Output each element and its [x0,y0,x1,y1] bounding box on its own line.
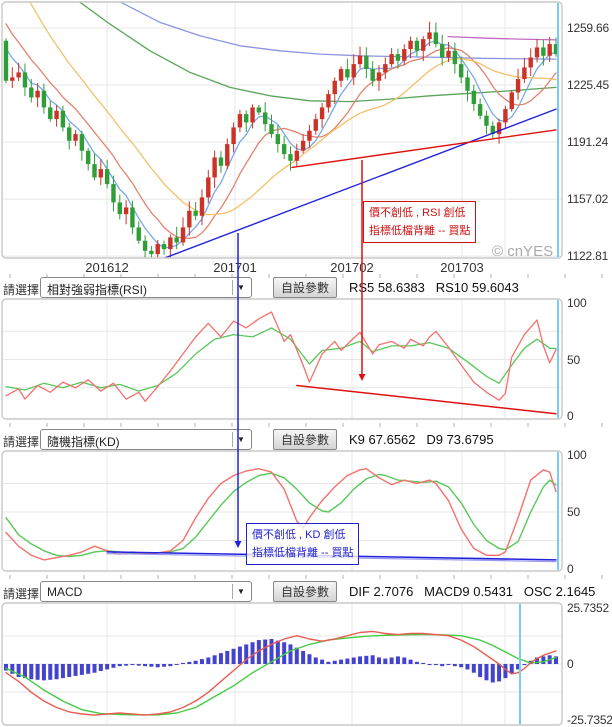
time-axis-label: 201703 [440,260,484,275]
macd-axis-label: 25.7352 [567,601,609,615]
macd-stats: DIF 2.7076 MACD9 0.5431 OSC 2.1645 [349,584,596,599]
macd-selector-row: 請選擇 MACD ▼ 自設參數 DIF 2.7076 MACD9 0.5431 … [0,581,612,603]
rsi-indicator-dropdown[interactable]: 相對強弱指標(RSI) ▼ [40,277,252,298]
main-chart-border [1,1,563,259]
indicator-select-label: 請選擇 [3,587,40,601]
kd-axis-label: 50 [567,505,580,519]
chevron-down-icon[interactable]: ▼ [232,432,249,447]
tick-strip [9,423,603,427]
kd-divergence-note: 價不創低 , KD 創低 指標低檔背離 -- 買點 [246,523,360,565]
macd-axis-label: 0 [567,657,574,671]
tick-strip [9,575,603,579]
note-line: 價不創低 , KD 創低 [252,529,346,541]
note-line: 指標低檔背離 -- 買點 [252,547,354,559]
kd-selector-row: 請選擇 隨機指標(KD) ▼ 自設參數 K9 67.6562 D9 73.679… [0,429,612,451]
macd-lines [5,630,557,716]
rsi-axis-label: 100 [567,296,587,310]
cnyes-watermark: © cnYES [492,243,554,260]
kd-axis-label: 0 [567,562,574,576]
kd-dropdown-value: 隨機指標(KD) [47,435,120,449]
indicator-select-label: 請選擇 [3,283,40,297]
main-trendline-blue [162,108,557,258]
rsi-panel-border [1,298,563,420]
rsi-trendline [296,384,557,415]
price-axis-label: 1157.02 [567,192,609,207]
candles [3,21,559,258]
rsi-custom-params-button[interactable]: 自設參數 [273,277,338,298]
time-axis-label: 201612 [85,260,129,275]
rsi-selector-row: 請選擇 相對強弱指標(RSI) ▼ 自設參數 RS5 58.6383 RS10 … [0,277,612,299]
price-axis-label: 1122.81 [567,249,609,264]
main-trendline-red [291,129,557,169]
rsi-divergence-note: 價不創低 , RSI 創低 指標低檔背離 -- 買點 [363,201,477,243]
rsi-axis-label: 0 [567,409,574,423]
macd-indicator-dropdown[interactable]: MACD ▼ [40,581,252,602]
price-axis-label: 1191.24 [567,135,609,150]
rsi-dropdown-value: 相對強弱指標(RSI) [47,283,147,297]
time-axis-label: 201702 [330,260,374,275]
rsi-grid [3,300,561,418]
note-line: 指標低檔背離 -- 買點 [369,225,471,237]
macd-custom-params-button[interactable]: 自設參數 [273,581,338,602]
time-axis-label: 201701 [213,260,257,275]
note-line: 價不創低 , RSI 創低 [369,207,466,219]
kd-custom-params-button[interactable]: 自設參數 [273,429,338,450]
chevron-down-icon[interactable]: ▼ [232,584,249,599]
macd-axis-label: -25.7352 [567,712,612,727]
price-axis-label: 1259.66 [567,21,609,35]
price-axis-label: 1225.45 [567,78,609,93]
indicator-select-label: 請選擇 [3,435,40,449]
kd-stats: K9 67.6562 D9 73.6795 [349,432,494,447]
rsi-series [5,311,557,402]
main-grid [3,3,561,257]
rsi-stats: RS5 58.6383 RS10 59.6043 [349,280,519,295]
macd-panel-border [1,602,563,726]
kd-axis-label: 100 [567,448,587,462]
rsi-axis-label: 50 [567,352,580,367]
chevron-down-icon[interactable]: ▼ [232,280,249,295]
kd-indicator-dropdown[interactable]: 隨機指標(KD) ▼ [40,429,252,450]
kd-panel-border [1,450,563,572]
main-series [5,2,557,249]
macd-dropdown-value: MACD [47,585,83,599]
macd-bars [4,638,558,683]
